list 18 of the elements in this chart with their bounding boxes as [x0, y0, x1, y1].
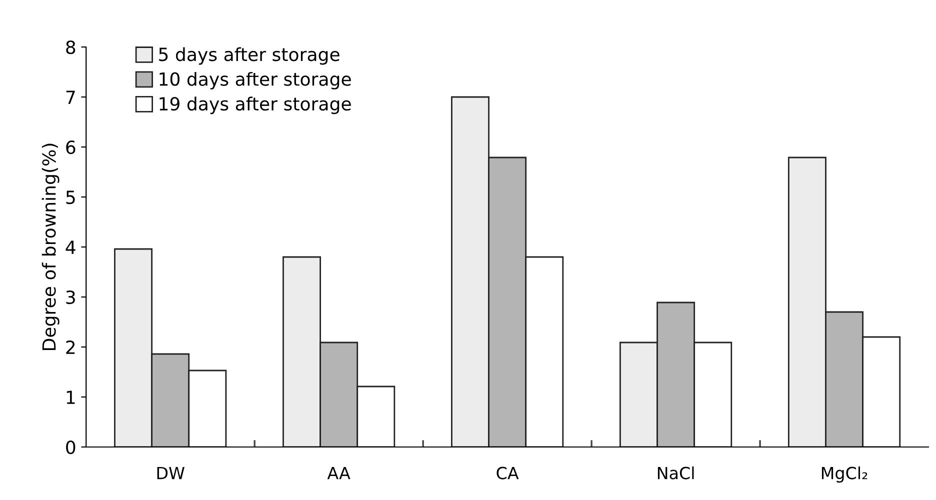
y-tick-label: 1 — [66, 390, 75, 404]
y-tick-label: 8 — [66, 40, 76, 54]
y-tick-label: 7 — [66, 90, 75, 104]
x-tick-label: CA — [496, 466, 519, 480]
y-tick-label: 4 — [66, 240, 76, 254]
x-tick-label: MgCl₂ — [822, 466, 868, 483]
y-tick-label: 0 — [66, 440, 76, 454]
legend-label: 19 days after storage — [160, 96, 351, 114]
x-tick-label: NaCl — [658, 466, 694, 480]
x-tick-label: DW — [157, 466, 184, 480]
y-axis-title: Degree of browning(%) — [42, 144, 60, 350]
y-tick-label: 6 — [66, 140, 76, 154]
legend-label: 10 days after storage — [160, 72, 351, 90]
y-tick-label: 2 — [66, 340, 75, 354]
y-tick-label: 3 — [66, 290, 75, 304]
y-tick-label: 5 — [66, 190, 75, 204]
x-tick-label: AA — [327, 466, 350, 480]
legend-label: 5 days after storage — [159, 47, 340, 65]
